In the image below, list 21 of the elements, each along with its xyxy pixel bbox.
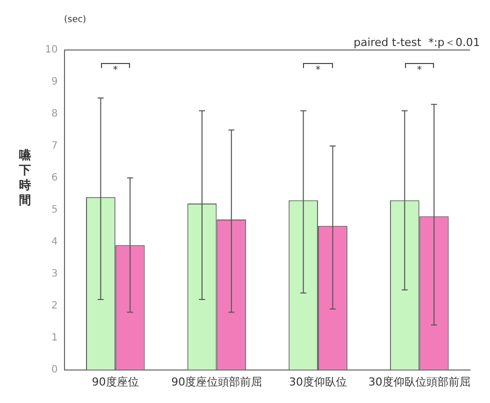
x-tick-label: 30度仰臥位頭部前屈 [368,375,470,388]
x-tick-label: 30度仰臥位 [289,375,348,388]
text: (sec) [64,15,86,25]
annotation: * [416,65,422,76]
y-tick-label: 4 [51,236,58,248]
y-axis-title: 嚥下時間 [18,148,32,208]
y-tick-label: 7 [51,140,58,152]
annotation: * [112,65,118,76]
y-tick-label: 1 [51,332,58,344]
y-tick-label: 2 [51,300,58,312]
y-tick-label: 9 [51,76,58,88]
annotation: * [316,65,321,76]
y-tick-label: 0 [51,364,58,376]
text: paired t-test *:p＜0.01 [354,36,480,49]
y-tick-label: 3 [51,268,58,280]
y-tick-label: 10 [44,44,58,56]
y-tick-label: 6 [51,172,58,184]
y-tick-label: 5 [51,204,58,216]
x-tick-label: 90度座位頭部前屈 [171,375,262,388]
y-tick-label: 8 [51,108,58,120]
x-tick-label: 90度座位 [92,375,139,388]
